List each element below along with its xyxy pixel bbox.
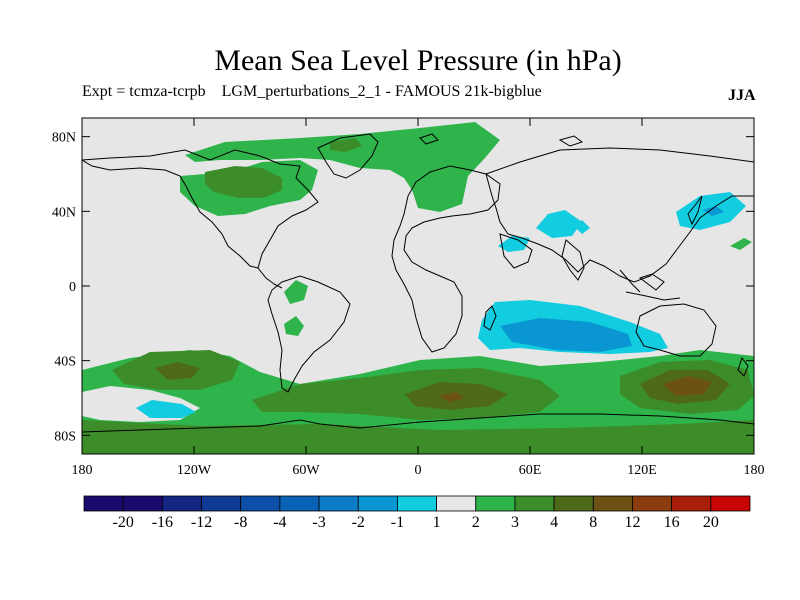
colorbar-label: -2	[352, 514, 365, 531]
anomaly-north-pacific-east	[730, 238, 752, 250]
colorbar-swatch	[279, 495, 320, 512]
lon-tick-label: 120W	[177, 463, 212, 478]
colorbar-swatch	[201, 495, 242, 512]
longitude-axis: 180 120W 60W 0 60E 120E 180	[72, 118, 765, 478]
anomaly-central-asia	[536, 210, 582, 238]
lat-tick-label: 0	[69, 280, 76, 295]
anomaly-arabia	[498, 236, 530, 252]
colorbar-label: 12	[624, 514, 640, 531]
anomaly-antarctic-coast	[82, 420, 754, 454]
colorbar-label: -3	[312, 514, 325, 531]
coastlines	[82, 133, 754, 433]
colorbar-label: 8	[589, 514, 597, 531]
experiment-subtitle: Expt = tcmza-tcrpb LGM_perturbations_2_1…	[82, 83, 542, 100]
lon-tick-label: 60W	[292, 463, 320, 478]
anomaly-fields	[82, 122, 754, 454]
colorbar-swatch	[397, 495, 437, 512]
anomaly-south-atlantic-center	[438, 392, 464, 402]
lat-tick-label: 40N	[52, 205, 76, 220]
colorbar-swatch	[240, 495, 281, 512]
colorbar-label: -8	[234, 514, 247, 531]
anomaly-indian-ocean-core	[500, 318, 632, 352]
colorbar-swatch	[357, 495, 398, 512]
colorbar-swatch	[514, 495, 555, 512]
map-title: Mean Sea Level Pressure (in hPa)	[214, 44, 622, 77]
lat-tick-label: 80N	[52, 131, 76, 146]
colorbar-label: -12	[191, 514, 212, 531]
colorbar-swatch	[632, 495, 673, 512]
anomaly-north-atlantic	[185, 122, 500, 212]
anomaly-north-america-core	[205, 166, 282, 198]
lon-tick-label: 60E	[519, 463, 542, 478]
lat-tick-label: 40S	[54, 355, 76, 370]
anomaly-tibet	[574, 220, 590, 234]
colorbar-label: 4	[550, 514, 558, 531]
colorbar-label: -4	[273, 514, 286, 531]
colorbar-swatch	[83, 495, 124, 512]
colorbar-swatch	[436, 495, 477, 512]
lon-tick-label: 120E	[627, 463, 657, 478]
colorbar-label: -1	[391, 514, 404, 531]
lon-tick-label: 0	[415, 463, 422, 478]
anomaly-amazon	[284, 280, 308, 304]
anomaly-greenland-core	[330, 138, 362, 152]
lon-tick-label: 180	[744, 463, 765, 478]
colorbar-swatch	[553, 495, 594, 512]
anomaly-australia-south-center	[662, 376, 712, 396]
colorbar-swatch	[592, 495, 633, 512]
colorbar-label: 16	[664, 514, 680, 531]
colorbar-swatch	[671, 495, 712, 512]
lat-tick-label: 80S	[54, 429, 76, 444]
colorbar-label: -20	[113, 514, 134, 531]
anomaly-south-brazil	[284, 316, 304, 336]
colorbar-swatch	[161, 495, 202, 512]
colorbar-swatch	[318, 495, 359, 512]
colorbar-label: 2	[472, 514, 480, 531]
colorbar-label: -16	[152, 514, 173, 531]
colorbar-swatch	[475, 495, 516, 512]
colorbar-swatch	[122, 495, 163, 512]
colorbar: -20 -16 -12 -8 -4 -3 -2 -1 1 2 3 4 8 12 16 20	[83, 495, 751, 531]
colorbar-label: 3	[511, 514, 519, 531]
colorbar-label: 1	[433, 514, 441, 531]
colorbar-swatch	[710, 495, 751, 512]
lon-tick-label: 180	[72, 463, 93, 478]
anomaly-ross-sea	[136, 400, 196, 418]
season-label: JJA	[728, 87, 756, 104]
anomaly-south-pacific-inner	[155, 362, 200, 380]
anomaly-northwest-pacific-core	[703, 206, 724, 216]
latitude-axis: 80N 40N 0 40S 80S	[52, 131, 754, 444]
colorbar-label: 20	[703, 514, 719, 531]
